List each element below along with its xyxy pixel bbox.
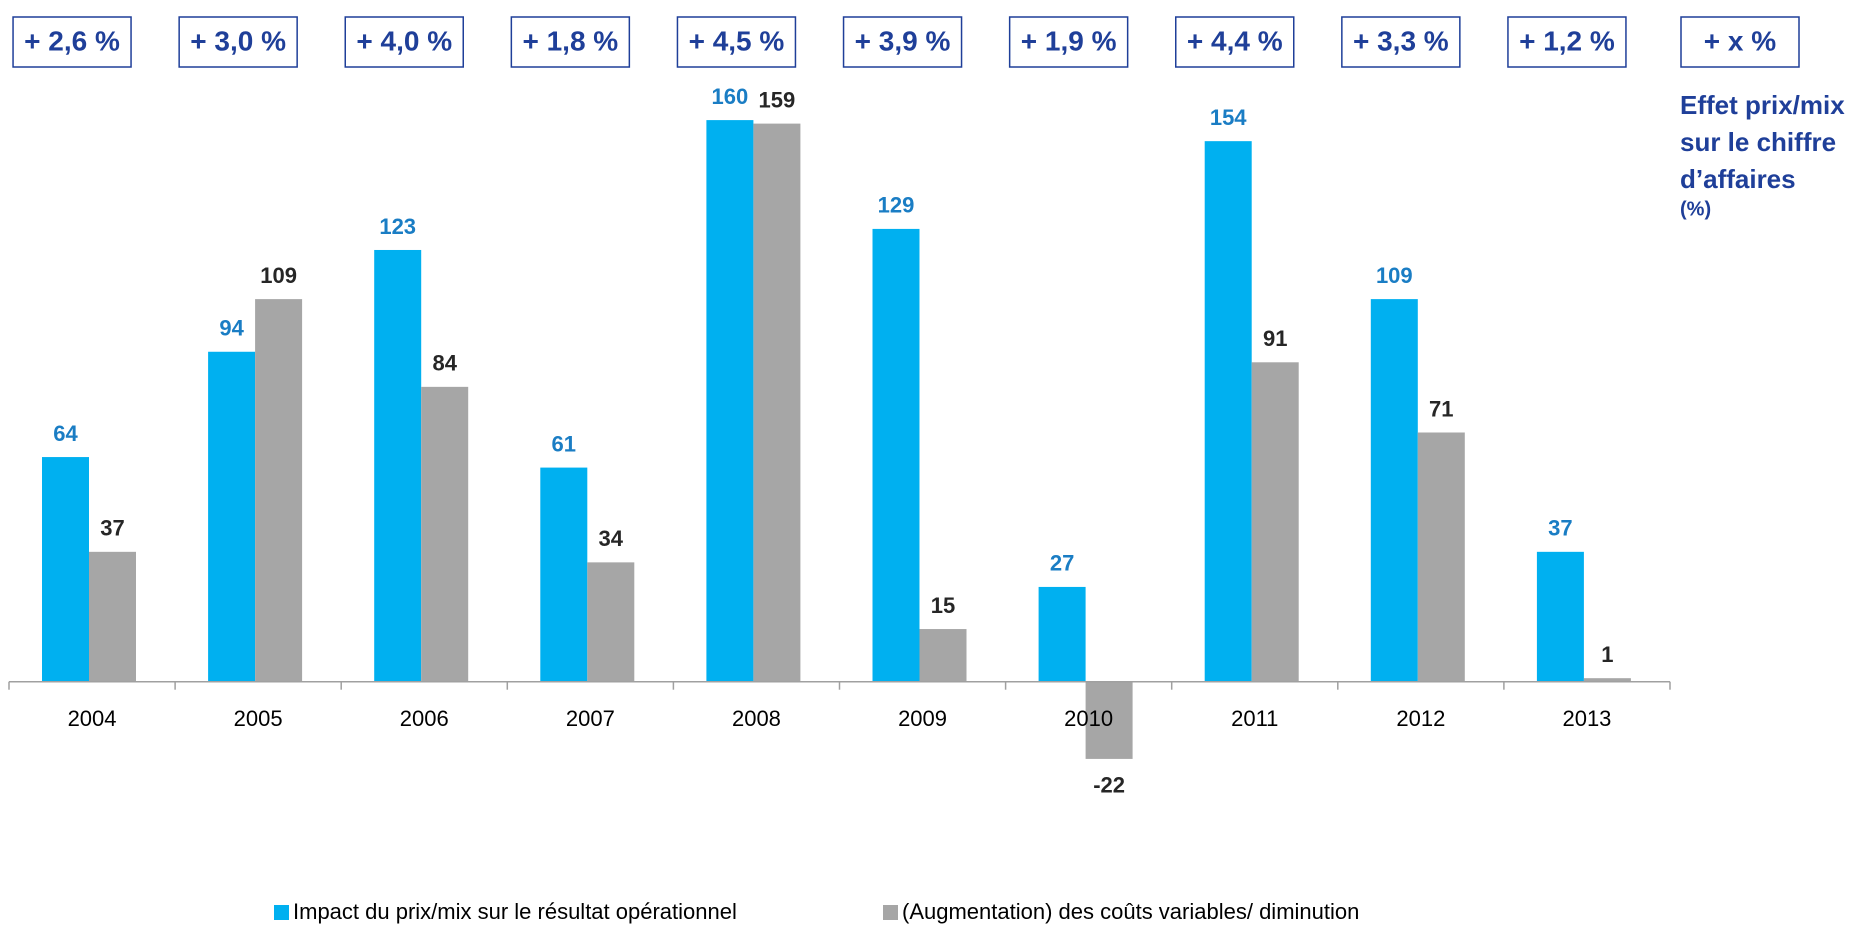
value-label: 109: [260, 263, 297, 288]
legend-label: (Augmentation) des coûts variables/ dimi…: [902, 899, 1359, 924]
bar: [1204, 141, 1252, 682]
value-label: 37: [100, 516, 124, 541]
price-mix-box: [1175, 16, 1295, 68]
bar: [1085, 681, 1133, 759]
price-mix-box: [178, 16, 298, 68]
x-tick-label: 2008: [732, 706, 781, 731]
bar: [706, 120, 754, 682]
x-tick-label: 2012: [1396, 706, 1445, 731]
value-label: 84: [432, 351, 457, 376]
price-mix-label: + 4,0 %: [356, 25, 452, 56]
legend-label: Impact du prix/mix sur le résultat opéra…: [293, 899, 737, 924]
bar: [1370, 299, 1418, 682]
bar: [1536, 551, 1584, 682]
bar: [374, 249, 422, 682]
x-tick-label: 2009: [898, 706, 947, 731]
price-mix-label: + 3,9 %: [855, 25, 951, 56]
side-note: Effet prix/mix: [1680, 90, 1845, 120]
price-mix-label: + x %: [1704, 25, 1776, 56]
price-mix-label: + 1,9 %: [1021, 25, 1117, 56]
bar: [1583, 678, 1631, 682]
bar: [89, 551, 136, 682]
x-tick-label: 2005: [234, 706, 283, 731]
bar: [421, 386, 469, 682]
bar: [208, 351, 256, 682]
price-mix-label: + 2,6 %: [24, 25, 120, 56]
legend-swatch: [883, 905, 898, 920]
value-label: 109: [1376, 263, 1413, 288]
bar: [42, 457, 89, 682]
value-label: 129: [878, 193, 915, 218]
side-note: sur le chiffre: [1680, 127, 1836, 157]
price-mix-label: + 1,2 %: [1519, 25, 1615, 56]
side-note: (%): [1680, 198, 1711, 220]
value-label: 160: [712, 84, 749, 109]
price-mix-box: [842, 16, 963, 68]
bar: [1038, 586, 1086, 682]
value-label: -22: [1093, 773, 1125, 798]
side-note: d’affaires: [1680, 164, 1796, 194]
price-mix-box: [510, 16, 631, 68]
bar: [540, 467, 588, 682]
bar: [587, 562, 635, 682]
x-tick-label: 2004: [68, 706, 117, 731]
x-tick-label: 2010: [1064, 706, 1113, 731]
x-tick-label: 2011: [1231, 706, 1278, 731]
value-label: 27: [1050, 551, 1074, 576]
price-mix-box: [676, 16, 797, 68]
price-mix-label: + 4,5 %: [689, 25, 785, 56]
value-label: 159: [759, 87, 796, 112]
price-mix-box: [344, 16, 464, 68]
value-label: 94: [219, 316, 244, 341]
price-mix-box: [1341, 16, 1461, 68]
value-label: 64: [53, 421, 78, 446]
x-tick-label: 2013: [1562, 706, 1611, 731]
x-tick-label: 2006: [400, 706, 449, 731]
bar: [1417, 432, 1465, 682]
bar: [255, 299, 303, 682]
legend-swatch: [274, 905, 289, 920]
bar: [753, 123, 801, 682]
price-mix-label: + 3,3 %: [1353, 25, 1449, 56]
bar: [1251, 362, 1299, 682]
value-label: 61: [552, 431, 576, 456]
price-mix-label: + 1,8 %: [522, 25, 618, 56]
price-mix-label: + 4,4 %: [1187, 25, 1283, 56]
value-label: 37: [1548, 516, 1572, 541]
value-label: 154: [1210, 105, 1247, 130]
bar: [919, 629, 967, 682]
value-label: 91: [1263, 326, 1287, 351]
price-mix-box: [1008, 16, 1129, 68]
price-mix-box: [1680, 16, 1800, 68]
value-label: 15: [931, 593, 955, 618]
value-label: 71: [1429, 396, 1453, 421]
value-label: 1: [1601, 642, 1613, 667]
value-label: 34: [599, 526, 624, 551]
x-tick-label: 2007: [566, 706, 615, 731]
price-mix-label: + 3,0 %: [190, 25, 286, 56]
price-mix-box: [1507, 16, 1627, 68]
value-label: 123: [379, 214, 416, 239]
bar: [872, 228, 920, 682]
price-mix-box: [12, 16, 132, 68]
